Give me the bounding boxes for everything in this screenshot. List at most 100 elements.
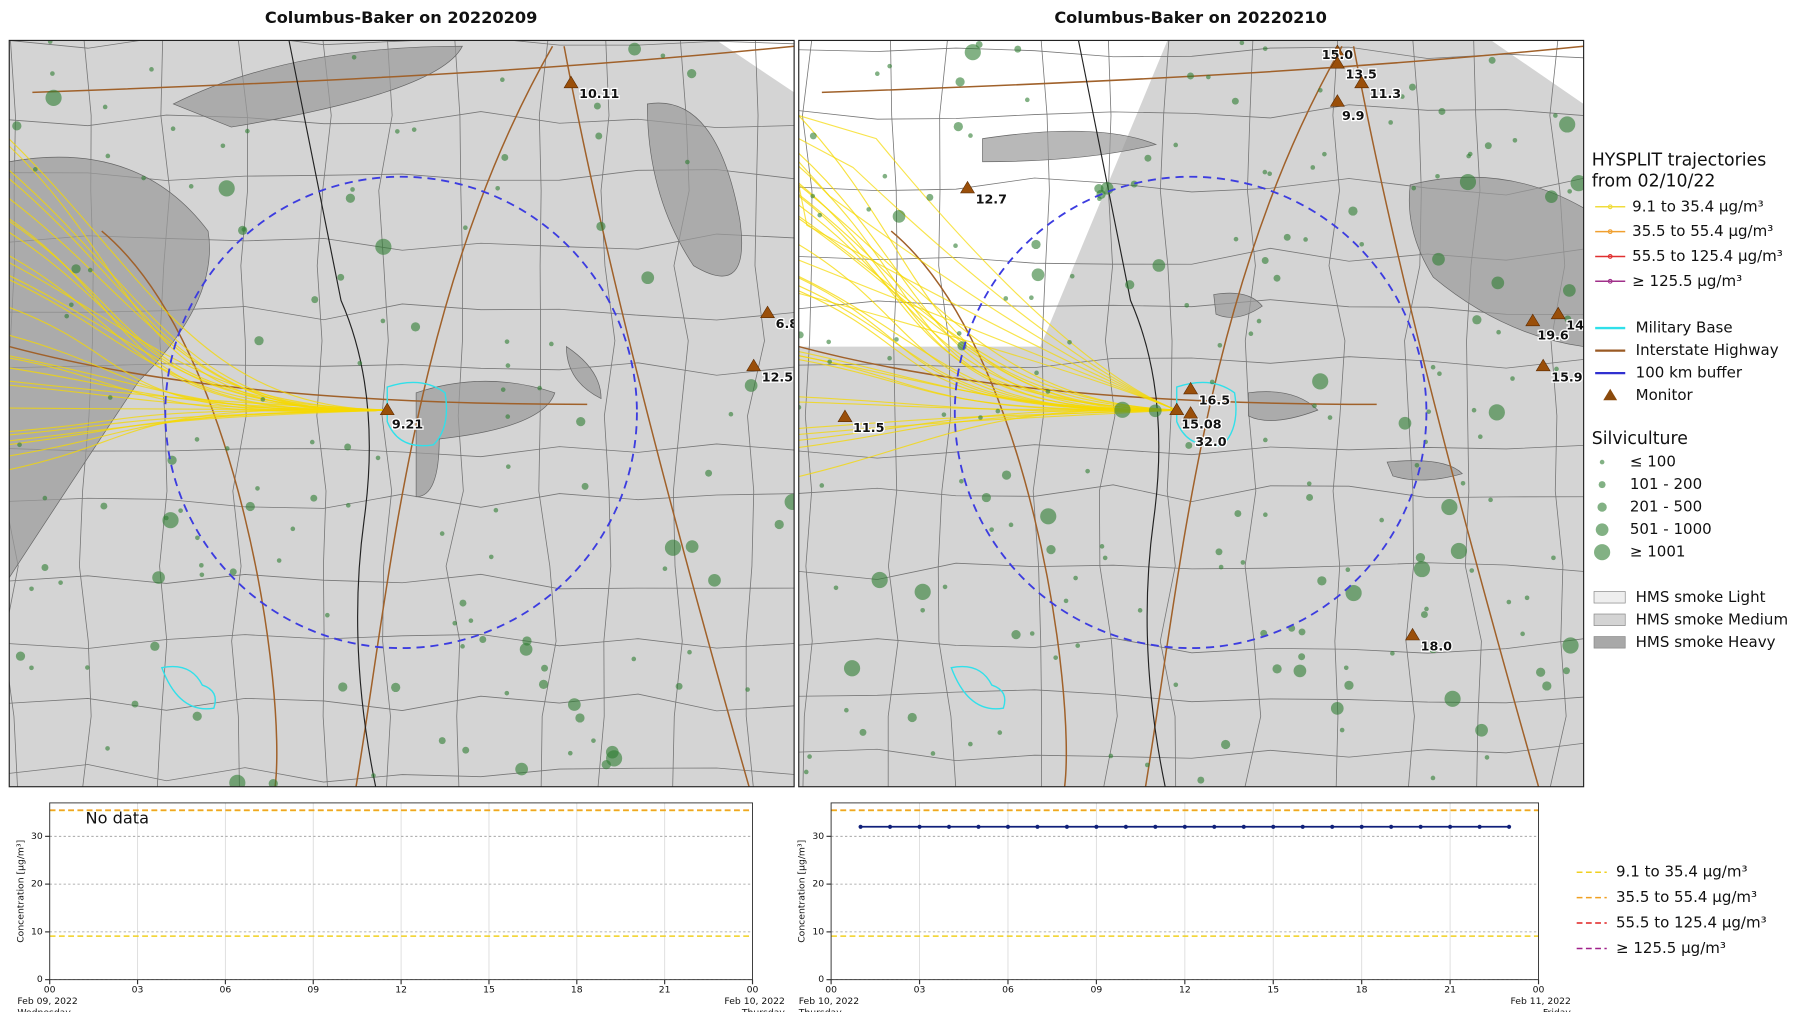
silviculture-site bbox=[1400, 94, 1405, 99]
silviculture-site bbox=[1262, 169, 1268, 175]
silviculture-site bbox=[1343, 665, 1349, 671]
silviculture-site bbox=[591, 738, 596, 743]
monitor-label: 12.7 bbox=[976, 191, 1007, 206]
series-point bbox=[1359, 824, 1364, 829]
silviculture-site bbox=[1283, 233, 1291, 241]
county-line bbox=[597, 40, 616, 787]
silviculture-site bbox=[87, 267, 93, 273]
interstate bbox=[1144, 45, 1343, 787]
silviculture-site bbox=[1430, 775, 1436, 781]
county-line bbox=[798, 484, 1584, 503]
silviculture-site bbox=[774, 519, 784, 530]
monitor-label: 14.31 bbox=[1566, 317, 1606, 332]
silviculture-site bbox=[345, 193, 356, 203]
series-point bbox=[1418, 824, 1423, 829]
trajectory bbox=[9, 355, 388, 412]
silviculture-site bbox=[809, 132, 817, 140]
monitor-label: 15.08 bbox=[1181, 417, 1221, 432]
silviculture-site bbox=[1512, 138, 1518, 143]
silviculture-site bbox=[311, 296, 319, 304]
silviculture-site bbox=[576, 417, 586, 427]
smoke-heavy bbox=[415, 380, 556, 498]
legend-label: 55.5 to 125.4 µg/m³ bbox=[1616, 914, 1767, 932]
silviculture-site bbox=[131, 700, 139, 708]
silviculture-site bbox=[995, 408, 1001, 414]
silviculture-site bbox=[784, 493, 795, 510]
x-date-label: Thursday bbox=[741, 1008, 785, 1012]
silviculture-site bbox=[504, 690, 510, 696]
plot-frame bbox=[49, 802, 753, 981]
x-tick-label: 18 bbox=[1356, 985, 1368, 996]
silviculture-site bbox=[162, 512, 179, 529]
legend-label: ≥ 125.5 µg/m³ bbox=[1616, 939, 1726, 957]
silviculture-site bbox=[817, 212, 823, 218]
silviculture-site bbox=[1217, 342, 1223, 348]
silviculture-site bbox=[452, 620, 458, 626]
silviculture-site bbox=[953, 243, 958, 249]
buffer bbox=[953, 175, 1428, 650]
silviculture-site bbox=[708, 573, 721, 587]
silviculture-site bbox=[1137, 608, 1143, 613]
x-tick-label: 15 bbox=[483, 985, 495, 996]
silviculture-site bbox=[460, 644, 465, 649]
trajectory bbox=[798, 355, 1177, 411]
silviculture-site bbox=[41, 564, 49, 571]
trajectory bbox=[798, 409, 1177, 449]
silviculture-site bbox=[192, 711, 202, 721]
silviculture-site bbox=[1001, 470, 1012, 480]
legend-circle bbox=[1599, 459, 1605, 465]
silviculture-site bbox=[375, 238, 392, 255]
county-line bbox=[1464, 40, 1482, 787]
silviculture-site bbox=[1542, 681, 1552, 691]
silviculture-site bbox=[1215, 548, 1223, 556]
silviculture-site bbox=[1564, 315, 1572, 323]
map-title: Columbus-Baker on 20220209 bbox=[265, 8, 538, 27]
county-line bbox=[798, 444, 1584, 459]
silviculture-site bbox=[596, 221, 606, 231]
silviculture-site bbox=[1414, 462, 1420, 468]
legend-label: 9.1 to 35.4 µg/m³ bbox=[1616, 863, 1748, 881]
silviculture-site bbox=[1069, 273, 1075, 279]
legend-label: 35.5 to 55.4 µg/m³ bbox=[1616, 888, 1757, 906]
silviculture-site bbox=[1413, 561, 1431, 578]
silviculture-site bbox=[337, 273, 345, 281]
x-tick-label: 00 bbox=[1533, 985, 1545, 996]
silviculture-site bbox=[245, 128, 250, 134]
silviculture-site bbox=[505, 363, 511, 368]
silviculture-site bbox=[268, 779, 278, 787]
silviculture-site bbox=[1559, 116, 1576, 133]
county-line bbox=[1032, 40, 1050, 787]
silviculture-site bbox=[1024, 97, 1030, 103]
monitor bbox=[1329, 94, 1345, 107]
silviculture-site bbox=[1390, 651, 1395, 656]
trajectory bbox=[798, 355, 1177, 412]
silviculture-site bbox=[505, 464, 511, 469]
monitor-label: 6.85 bbox=[776, 316, 807, 331]
silviculture-site bbox=[199, 572, 205, 578]
silviculture-site bbox=[1075, 643, 1081, 648]
silviculture-site bbox=[810, 193, 816, 199]
legend-circle bbox=[1594, 544, 1611, 561]
silviculture-site bbox=[675, 682, 683, 690]
silviculture-site bbox=[1187, 72, 1194, 80]
series-point bbox=[1064, 824, 1070, 829]
county-line bbox=[9, 634, 795, 649]
silviculture-site bbox=[920, 607, 925, 613]
legend-patch bbox=[1593, 613, 1626, 626]
county-line bbox=[937, 40, 957, 787]
silviculture-site bbox=[887, 63, 892, 69]
monitor bbox=[746, 358, 762, 372]
silviculture-site bbox=[345, 503, 351, 508]
silviculture-site bbox=[1273, 274, 1281, 282]
legend-label: 9.1 to 35.4 µg/m³ bbox=[1632, 197, 1764, 215]
silviculture-site bbox=[1432, 252, 1445, 266]
silviculture-site bbox=[997, 730, 1003, 735]
silviculture-site bbox=[641, 271, 655, 285]
county-line bbox=[231, 40, 248, 787]
series-point bbox=[1506, 824, 1512, 829]
silviculture-site bbox=[1040, 508, 1057, 525]
silviculture-site bbox=[685, 540, 699, 553]
y-tick-label: 20 bbox=[31, 879, 43, 890]
legend-circle bbox=[1598, 481, 1606, 489]
